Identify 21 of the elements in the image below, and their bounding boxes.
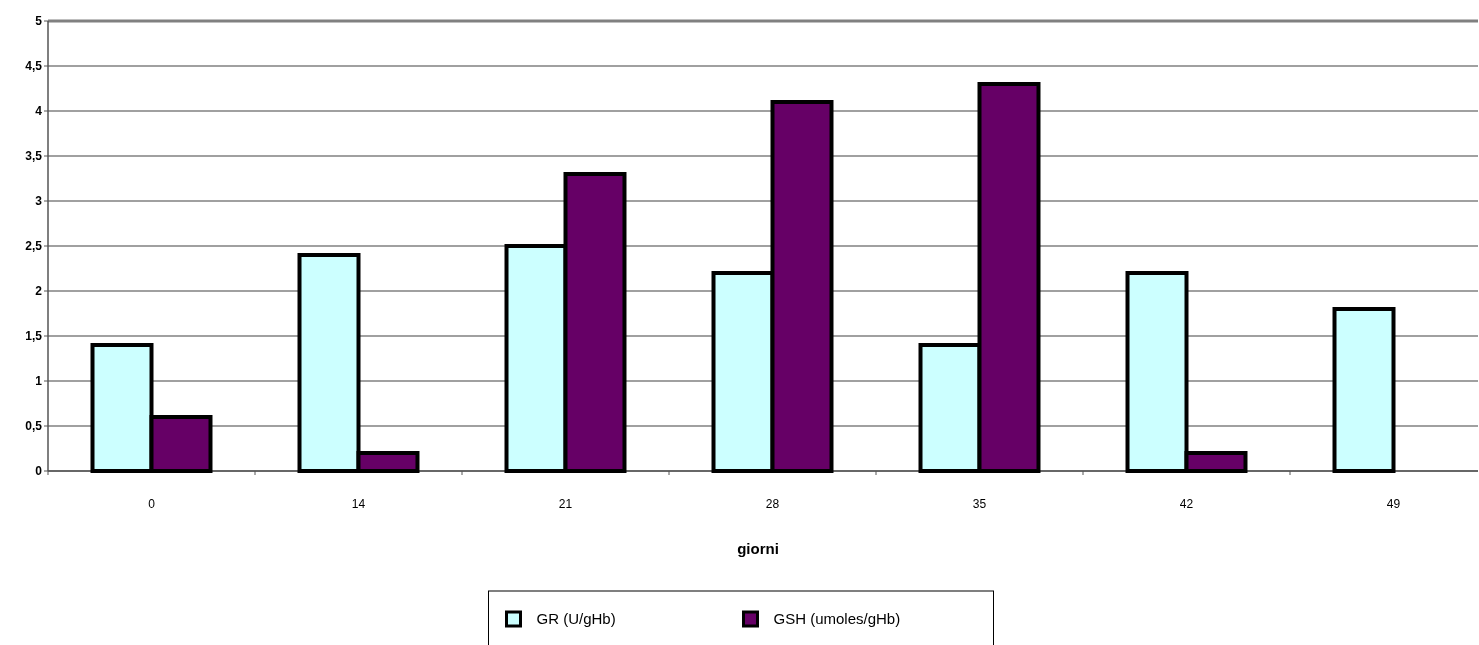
legend-label: GR (U/gHb): [536, 610, 616, 628]
y-tick-label: 1,5: [25, 329, 43, 344]
y-tick-label: 3,5: [25, 149, 43, 164]
x-tick-label: 42: [1179, 497, 1194, 511]
x-tick-label: 49: [1386, 497, 1401, 511]
y-tick-label: 4,5: [25, 59, 43, 74]
y-tick-label: 1: [35, 374, 43, 389]
y-tick-label: 2: [35, 284, 43, 299]
y-tick-label: 4: [35, 104, 43, 119]
y-tick-label: 0,5: [25, 419, 43, 434]
x-tick-label: 14: [351, 497, 366, 511]
x-tick-label: 0: [148, 497, 156, 511]
x-tick-label: 21: [558, 497, 573, 511]
y-tick-label: 3: [35, 194, 43, 209]
y-tick-label: 5: [35, 14, 43, 29]
x-axis-title: giorni: [737, 540, 779, 557]
y-tick-label: 0: [35, 464, 43, 479]
y-tick-label: 2,5: [25, 239, 43, 254]
x-tick-label: 28: [765, 497, 780, 511]
x-tick-label: 35: [972, 497, 987, 511]
legend-label: GSH (umoles/gHb): [773, 610, 901, 628]
